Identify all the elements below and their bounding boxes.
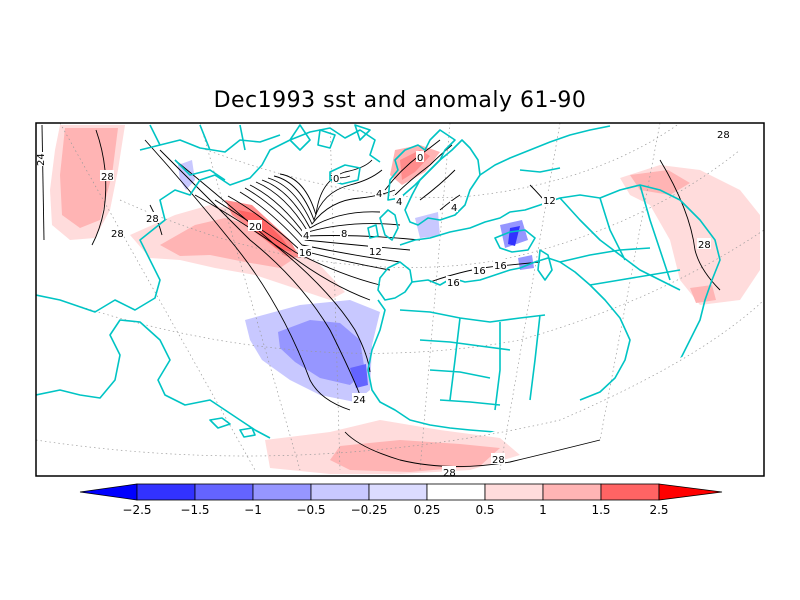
scandinavia-coast bbox=[404, 139, 481, 226]
contour-line bbox=[279, 159, 373, 216]
contour-label: 28 bbox=[443, 468, 456, 479]
contour-line bbox=[261, 179, 381, 229]
colorbar-segment bbox=[484, 483, 544, 501]
contour-label: 4 bbox=[396, 197, 402, 208]
colorbar-label: 1 bbox=[539, 503, 547, 517]
iberia-coast bbox=[377, 261, 413, 301]
british-isles-coast bbox=[367, 209, 399, 241]
contour-line bbox=[194, 194, 371, 301]
black-sea-coast bbox=[494, 229, 536, 253]
contour-label: 0 bbox=[417, 153, 423, 164]
contour-label: 4 bbox=[303, 231, 309, 242]
contour-label: 12 bbox=[543, 196, 556, 207]
positive-anomaly-region bbox=[330, 440, 500, 472]
contour-label: 20 bbox=[249, 222, 262, 233]
contour-line bbox=[273, 169, 383, 222]
colorbar-label: 0.5 bbox=[475, 503, 494, 517]
contour-line bbox=[419, 169, 456, 201]
graticule bbox=[36, 123, 764, 471]
positive-anomaly-region bbox=[60, 128, 118, 228]
caribbean-islands bbox=[209, 417, 256, 438]
middle-east-coast bbox=[559, 261, 631, 401]
africa-coast bbox=[367, 299, 521, 453]
contour-line bbox=[344, 431, 601, 467]
colorbar-label: 1.5 bbox=[591, 503, 610, 517]
contour-line bbox=[174, 159, 371, 373]
map-frame bbox=[35, 122, 765, 477]
colorbar-arrow-left bbox=[79, 483, 138, 501]
contour-label: 28 bbox=[717, 130, 730, 141]
coastlines bbox=[36, 124, 721, 453]
contour-line bbox=[41, 124, 45, 241]
colorbar-segment bbox=[542, 483, 602, 501]
contour-label: 28 bbox=[698, 240, 711, 251]
iceland-coast bbox=[329, 164, 361, 185]
colorbar: −2.5 −1.5 −1 −0.5 −0.25 0.25 0.5 1 1.5 2… bbox=[79, 483, 723, 517]
asia-coast-east bbox=[679, 199, 721, 361]
asia-borders bbox=[559, 184, 681, 291]
colorbar-segment bbox=[426, 483, 486, 501]
contour-label: 24 bbox=[36, 153, 47, 166]
colorbar-segment bbox=[136, 483, 196, 501]
contour-label: 16 bbox=[473, 266, 486, 277]
colorbar-label: −1 bbox=[244, 503, 262, 517]
colorbar-label: −1.5 bbox=[180, 503, 209, 517]
colorbar-segment bbox=[252, 483, 312, 501]
contour-label: 0 bbox=[333, 174, 339, 185]
contour-label: 16 bbox=[447, 278, 460, 289]
contour-line bbox=[214, 199, 381, 286]
contour-label: 12 bbox=[369, 247, 382, 258]
colorbar-label: 2.5 bbox=[649, 503, 668, 517]
contour-labels: 24 28 28 28 20 16 4 8 12 0 4 0 4 bbox=[36, 128, 730, 479]
canada-borders bbox=[139, 124, 281, 181]
contour-line bbox=[239, 191, 401, 263]
colorbar-segment bbox=[194, 483, 254, 501]
colorbar-label: −0.25 bbox=[351, 503, 388, 517]
contour-label: 4 bbox=[451, 203, 457, 214]
contour-label: 28 bbox=[146, 214, 159, 225]
colorbar-segment bbox=[600, 483, 660, 501]
negative-anomaly-region bbox=[518, 255, 534, 270]
europe-coast bbox=[399, 184, 681, 246]
arctic-islands bbox=[289, 124, 371, 151]
anomaly-shading bbox=[50, 125, 760, 474]
africa-borders bbox=[399, 309, 546, 411]
colorbar-label: −2.5 bbox=[122, 503, 151, 517]
russia-coast bbox=[479, 125, 611, 176]
contour-label: 16 bbox=[299, 248, 312, 259]
negative-anomaly-region bbox=[278, 320, 365, 385]
greenland-coast bbox=[387, 129, 456, 201]
contour-label: 16 bbox=[494, 261, 507, 272]
contour-line bbox=[91, 129, 107, 246]
colorbar-segment bbox=[310, 483, 370, 501]
contour-label: 28 bbox=[101, 172, 114, 183]
contour-label: 28 bbox=[111, 229, 124, 240]
positive-anomaly-region bbox=[630, 170, 690, 195]
colorbar-label: −0.5 bbox=[296, 503, 325, 517]
contour-line bbox=[159, 149, 361, 396]
colorbar-segment bbox=[368, 483, 428, 501]
sst-contours bbox=[41, 124, 721, 467]
colorbar-arrow-right bbox=[658, 483, 723, 501]
north-america-coast bbox=[36, 319, 271, 439]
colorbar-label: 0.25 bbox=[414, 503, 441, 517]
contour-label: 28 bbox=[492, 455, 505, 466]
mediterranean-coast bbox=[411, 257, 561, 286]
caspian-sea-coast bbox=[537, 249, 553, 281]
positive-anomaly-region bbox=[690, 285, 716, 303]
contour-line bbox=[144, 139, 351, 411]
contour-line bbox=[659, 159, 721, 291]
north-america-coast bbox=[36, 127, 381, 313]
map-title: Dec1993 sst and anomaly 61-90 bbox=[213, 88, 587, 113]
positive-anomaly-region bbox=[620, 165, 760, 305]
contour-label: 4 bbox=[376, 189, 382, 200]
contour-label: 24 bbox=[353, 395, 366, 406]
contour-line bbox=[267, 177, 396, 225]
contour-label: 8 bbox=[341, 229, 347, 240]
